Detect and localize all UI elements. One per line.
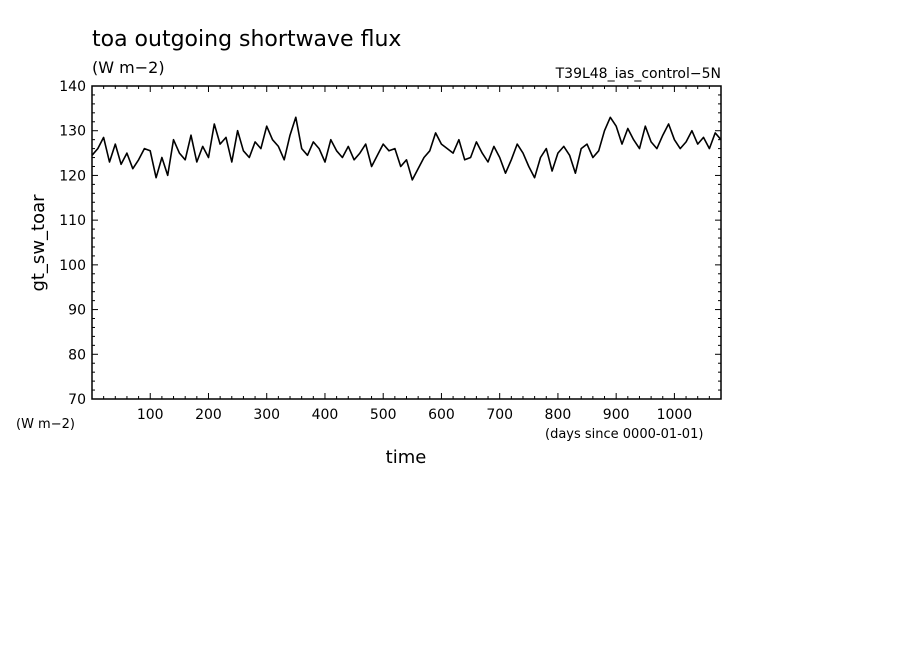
y-tick-label: 140 xyxy=(59,79,86,95)
y-tick-label: 130 xyxy=(59,124,86,140)
y-units-label: (W m−2) xyxy=(16,417,75,432)
x-tick-label: 600 xyxy=(428,407,455,423)
x-tick-label: 400 xyxy=(312,407,339,423)
x-tick-label: 500 xyxy=(370,407,397,423)
series-line xyxy=(91,116,722,181)
run-label: T39L48_ias_control−5N xyxy=(555,66,721,82)
x-tick-label: 900 xyxy=(603,407,630,423)
axis-ticks: 100 200 300 400 500 600 700 800 900 1000 70 80 90 100… xyxy=(59,79,721,423)
chart-units: (W m−2) xyxy=(92,58,165,77)
x-tick-label: 1000 xyxy=(657,407,693,423)
x-axis-label: time xyxy=(386,447,427,468)
y-tick-label: 90 xyxy=(68,303,86,319)
plot-frame xyxy=(91,85,722,400)
y-tick-label: 100 xyxy=(59,258,86,274)
y-tick-label: 110 xyxy=(59,213,86,229)
chart-title: toa outgoing shortwave flux xyxy=(92,27,401,52)
x-tick-label: 700 xyxy=(486,407,513,423)
x-tick-label: 300 xyxy=(253,407,280,423)
x-tick-label: 200 xyxy=(195,407,222,423)
x-units-label: (days since 0000-01-01) xyxy=(545,427,703,442)
y-tick-label: 120 xyxy=(59,168,86,184)
x-tick-label: 800 xyxy=(545,407,572,423)
y-axis-label: gt_sw_toar xyxy=(28,194,49,292)
y-tick-label: 70 xyxy=(68,392,86,408)
x-tick-label: 100 xyxy=(137,407,164,423)
y-tick-label: 80 xyxy=(68,347,86,363)
